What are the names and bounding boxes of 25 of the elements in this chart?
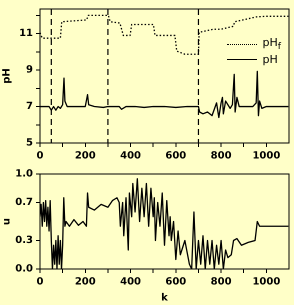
y-tick-label: 0.0 [15, 264, 34, 275]
y-tick-label: 5 [26, 138, 34, 149]
y-axis-title: pH [2, 68, 13, 84]
x-tick-label: 0 [36, 276, 44, 288]
y-tick-label: 9 [26, 64, 34, 76]
x-tick-label: 1000 [252, 150, 280, 162]
x-tick-label: 800 [210, 150, 232, 162]
x-tick-label: 1000 [252, 276, 280, 288]
x-tick-label: 600 [165, 150, 186, 162]
legend-label: pH [262, 52, 278, 66]
y-tick-label: 7 [26, 101, 34, 112]
x-tick-label: 800 [210, 276, 232, 288]
y-tick-label: 1.0 [15, 168, 34, 180]
y-tick-label: 0.3 [15, 235, 34, 246]
x-tick-label: 200 [74, 276, 96, 288]
x-tick-label: 400 [120, 276, 142, 288]
x-tick-label: 400 [120, 150, 142, 162]
x-tick-label: 0 [36, 150, 44, 162]
y-tick-label: 11 [19, 28, 34, 40]
legend-label: pH$_{f}$ [262, 36, 281, 53]
x-axis-title: k [161, 292, 168, 304]
y-tick-label: 0.7 [15, 197, 34, 208]
x-tick-label: 200 [74, 150, 96, 162]
x-tick-label: 600 [165, 276, 186, 288]
y-axis-title: u [2, 218, 13, 226]
